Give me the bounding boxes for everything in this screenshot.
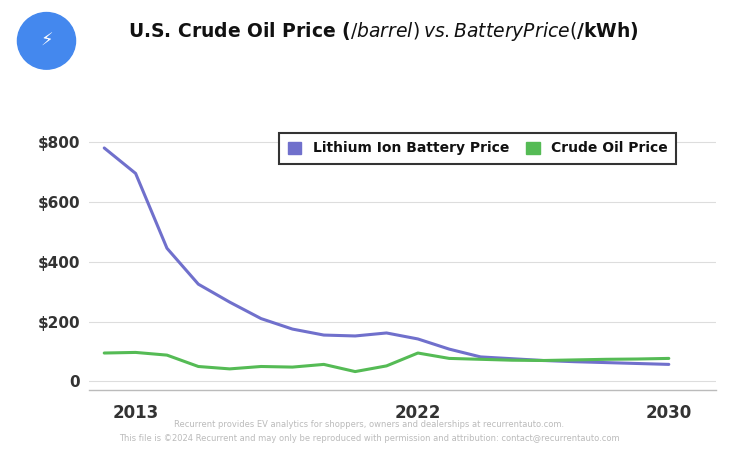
Circle shape (18, 13, 75, 69)
Legend: Lithium Ion Battery Price, Crude Oil Price: Lithium Ion Battery Price, Crude Oil Pri… (279, 133, 676, 164)
Text: Recurrent provides EV analytics for shoppers, owners and dealerships at recurren: Recurrent provides EV analytics for shop… (174, 420, 564, 429)
Text: ⚡: ⚡ (40, 32, 53, 50)
Text: U.S. Crude Oil Price ($/barrel) vs. Battery Price ($/kWh): U.S. Crude Oil Price ($/barrel) vs. Batt… (128, 20, 639, 44)
Text: This file is ©2024 Recurrent and may only be reproduced with permission and attr: This file is ©2024 Recurrent and may onl… (119, 434, 619, 443)
